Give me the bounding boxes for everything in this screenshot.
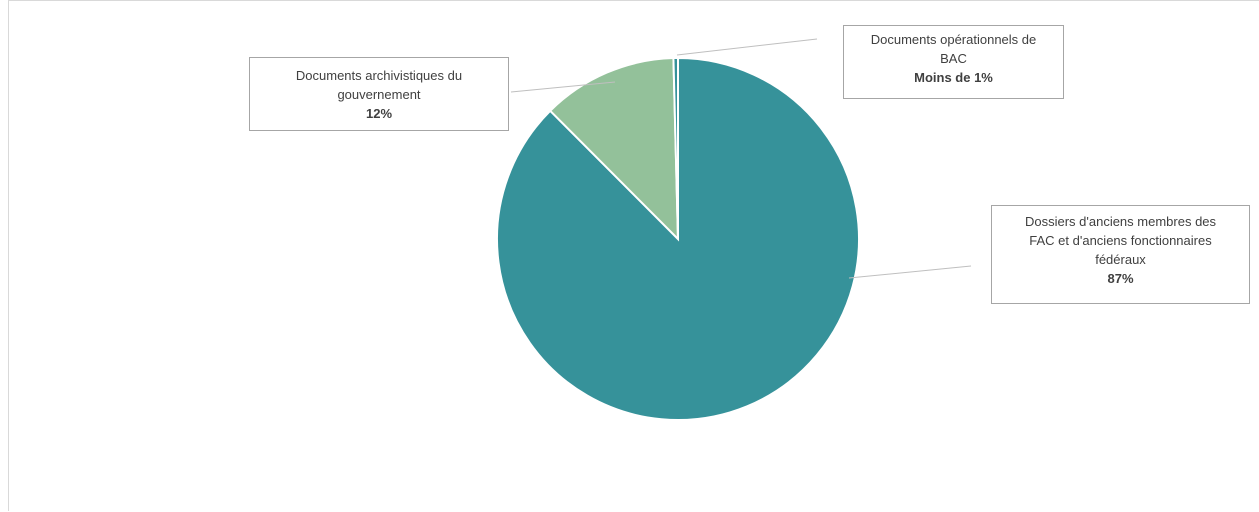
data-label-value: 87% xyxy=(1107,271,1134,286)
data-label-fac-dossiers: Dossiers d'anciens membres des FAC et d'… xyxy=(991,205,1250,304)
data-label-category: gouvernement xyxy=(337,87,421,102)
data-label-category: FAC et d'anciens fonctionnaires xyxy=(1029,233,1212,248)
data-label-category: Documents opérationnels de xyxy=(870,32,1037,47)
pie-slice-bac-documents xyxy=(672,56,679,240)
data-label-value: Moins de 1% xyxy=(914,70,993,85)
data-label-category: Dossiers d'anciens membres des xyxy=(1024,214,1217,229)
data-label-value: 12% xyxy=(365,106,393,121)
data-label-category: Documents archivistiques du xyxy=(295,68,463,83)
leader-lines xyxy=(510,38,972,279)
pie-chart xyxy=(496,38,972,421)
leader-line-gov xyxy=(510,81,616,93)
data-label-gov-documents: Documents archivistiques du gouvernement… xyxy=(249,57,509,131)
data-label-category: BAC xyxy=(940,51,967,66)
chart-area: Documents archivistiques du gouvernement… xyxy=(8,0,1259,511)
pie-slice-gov-documents xyxy=(548,57,680,242)
pie-slices xyxy=(496,56,860,421)
data-label-bac-documents: Documents opérationnels de BAC Moins de … xyxy=(843,25,1064,99)
data-label-category: fédéraux xyxy=(1095,252,1146,267)
leader-line-bac xyxy=(676,38,818,56)
leader-line-fac xyxy=(848,265,972,279)
